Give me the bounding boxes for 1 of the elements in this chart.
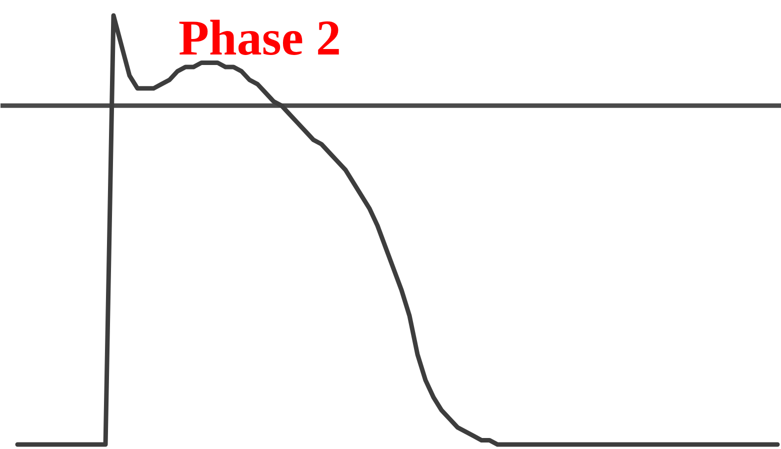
annotation: Phase 2 [178, 10, 341, 66]
